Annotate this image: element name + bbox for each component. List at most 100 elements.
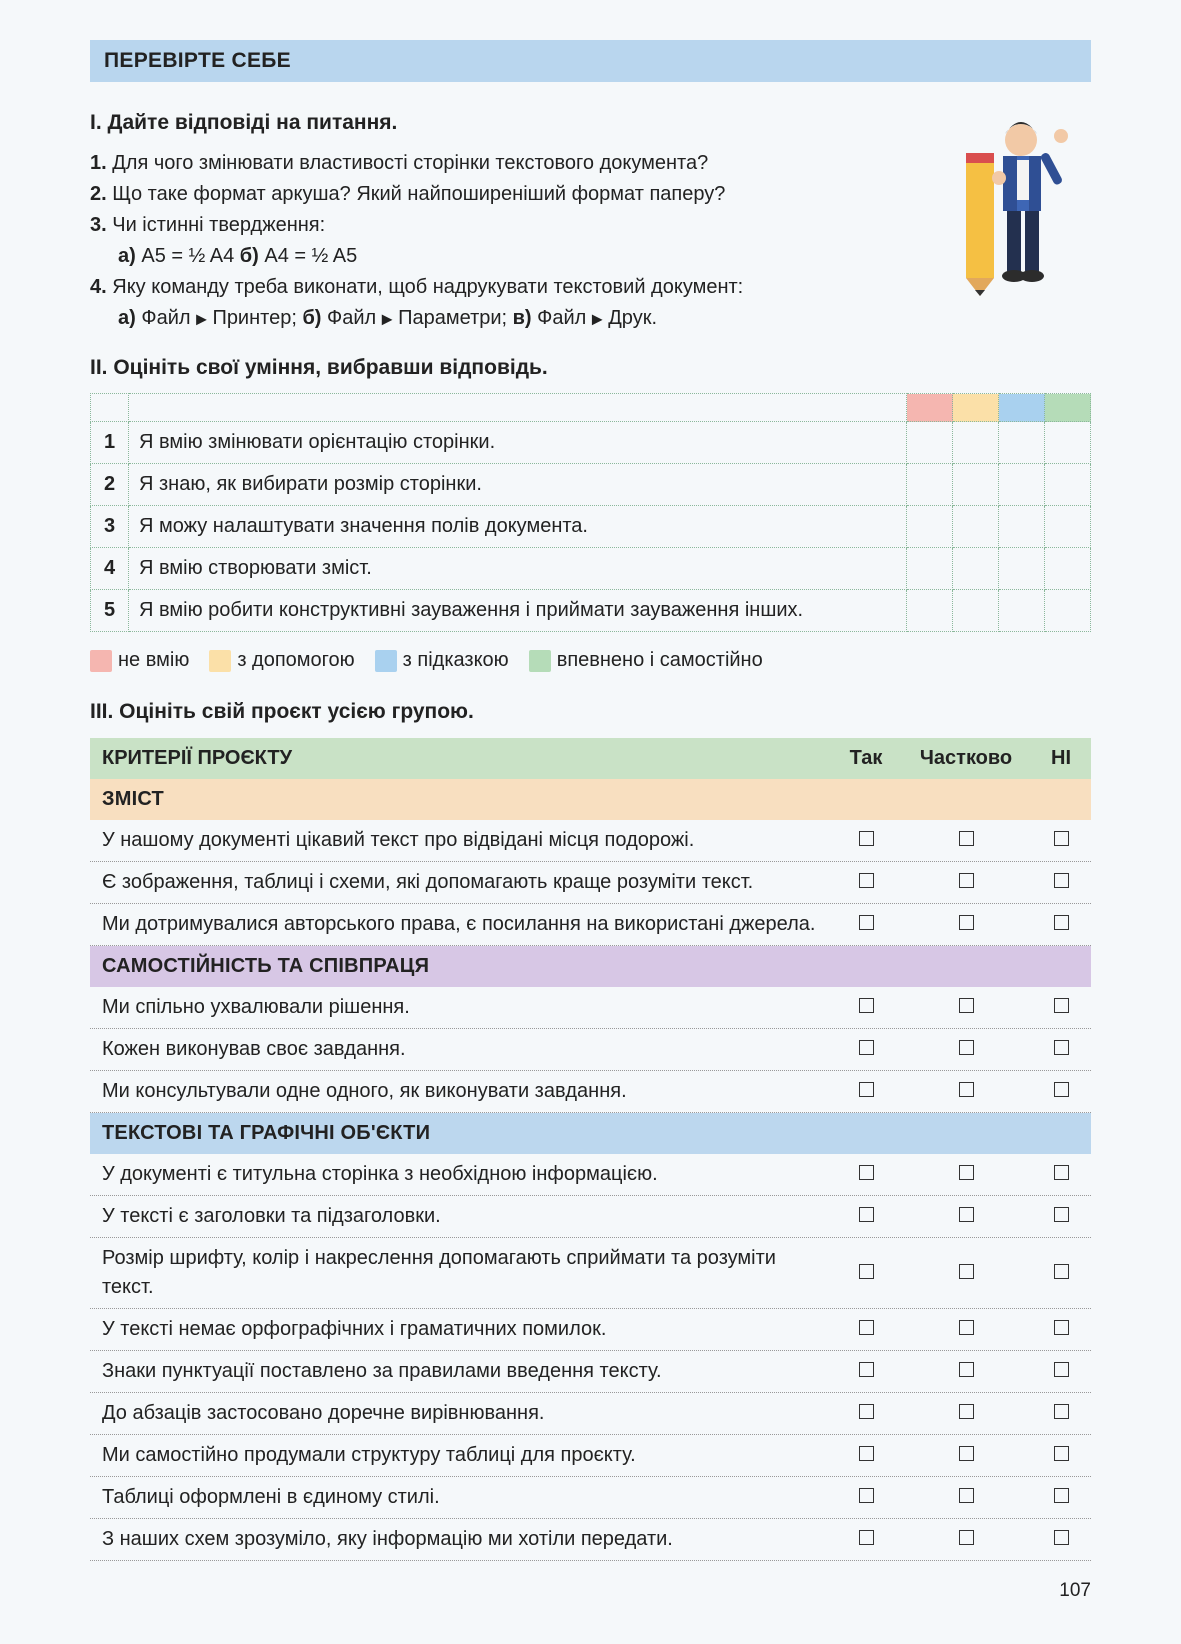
checkbox-partial[interactable] bbox=[959, 1404, 974, 1419]
skill-cell-blue[interactable] bbox=[999, 464, 1045, 506]
col-partial: Частково bbox=[901, 738, 1031, 779]
checkbox-yes[interactable] bbox=[859, 831, 874, 846]
checkbox-yes[interactable] bbox=[859, 1320, 874, 1335]
skills-table: 1Я вмію змінювати орієнтацію сторінки.2Я… bbox=[90, 393, 1091, 632]
checkbox-yes[interactable] bbox=[859, 1082, 874, 1097]
skill-cell-pink[interactable] bbox=[907, 422, 953, 464]
checkbox-partial[interactable] bbox=[959, 998, 974, 1013]
checkbox-yes[interactable] bbox=[859, 1404, 874, 1419]
skill-cell-yellow[interactable] bbox=[953, 422, 999, 464]
skill-cell-green[interactable] bbox=[1045, 422, 1091, 464]
q4b2: Параметри; bbox=[398, 307, 507, 329]
criteria-row: Ми консультували одне одного, як виконув… bbox=[90, 1071, 1091, 1113]
criteria-row: Таблиці оформлені в єдиному стилі. bbox=[90, 1477, 1091, 1519]
criteria-text: У тексті є заголовки та підзаголовки. bbox=[90, 1196, 831, 1237]
checkbox-no[interactable] bbox=[1054, 873, 1069, 888]
skill-text: Я вмію створювати зміст. bbox=[129, 548, 907, 590]
skill-cell-yellow[interactable] bbox=[953, 548, 999, 590]
skill-cell-green[interactable] bbox=[1045, 548, 1091, 590]
checkbox-partial[interactable] bbox=[959, 1264, 974, 1279]
checkbox-partial[interactable] bbox=[959, 831, 974, 846]
skill-cell-pink[interactable] bbox=[907, 506, 953, 548]
checkbox-partial[interactable] bbox=[959, 1320, 974, 1335]
legend-chip-pink bbox=[90, 650, 112, 672]
skill-cell-green[interactable] bbox=[1045, 464, 1091, 506]
skill-num: 2 bbox=[91, 464, 129, 506]
checkbox-yes[interactable] bbox=[859, 998, 874, 1013]
skill-cell-yellow[interactable] bbox=[953, 506, 999, 548]
checkbox-partial[interactable] bbox=[959, 915, 974, 930]
checkbox-no[interactable] bbox=[1054, 1320, 1069, 1335]
q4b1: Файл bbox=[327, 307, 376, 329]
checkbox-yes[interactable] bbox=[859, 1530, 874, 1545]
skill-cell-green[interactable] bbox=[1045, 506, 1091, 548]
skill-cell-green[interactable] bbox=[1045, 590, 1091, 632]
skills-col-green bbox=[1045, 394, 1091, 422]
checkbox-yes[interactable] bbox=[859, 1362, 874, 1377]
skill-cell-yellow[interactable] bbox=[953, 590, 999, 632]
q3b-text: A4 = ½ A5 bbox=[264, 245, 357, 267]
checkbox-yes[interactable] bbox=[859, 1488, 874, 1503]
question-1: 1. Для чого змінювати властивості сторін… bbox=[90, 149, 891, 178]
checkbox-partial[interactable] bbox=[959, 1488, 974, 1503]
skill-cell-blue[interactable] bbox=[999, 548, 1045, 590]
checkbox-no[interactable] bbox=[1054, 1362, 1069, 1377]
skills-col-blue bbox=[999, 394, 1045, 422]
skill-cell-yellow[interactable] bbox=[953, 464, 999, 506]
checkbox-no[interactable] bbox=[1054, 1082, 1069, 1097]
q4a-label: а) bbox=[118, 307, 136, 329]
skill-cell-pink[interactable] bbox=[907, 590, 953, 632]
checkbox-yes[interactable] bbox=[859, 873, 874, 888]
skill-cell-pink[interactable] bbox=[907, 464, 953, 506]
checkbox-yes[interactable] bbox=[859, 915, 874, 930]
checkbox-no[interactable] bbox=[1054, 1530, 1069, 1545]
checkbox-no[interactable] bbox=[1054, 1404, 1069, 1419]
q2-num: 2. bbox=[90, 183, 107, 205]
checkbox-partial[interactable] bbox=[959, 1446, 974, 1461]
checkbox-partial[interactable] bbox=[959, 1082, 974, 1097]
checkbox-no[interactable] bbox=[1054, 915, 1069, 930]
checkbox-partial[interactable] bbox=[959, 1362, 974, 1377]
question-4: 4. Яку команду треба виконати, щоб надру… bbox=[90, 273, 891, 302]
criteria-row: У документі є титульна сторінка з необхі… bbox=[90, 1154, 1091, 1196]
criteria-row: З наших схем зрозуміло, яку інформацію м… bbox=[90, 1519, 1091, 1561]
criteria-subheader: ТЕКСТОВІ ТА ГРАФІЧНІ ОБ'ЄКТИ bbox=[90, 1113, 1091, 1154]
q4-text: Яку команду треба виконати, щоб надрукув… bbox=[112, 276, 743, 298]
checkbox-partial[interactable] bbox=[959, 873, 974, 888]
page-number: 107 bbox=[90, 1577, 1091, 1605]
skill-cell-pink[interactable] bbox=[907, 548, 953, 590]
col-yes: Так bbox=[831, 738, 901, 779]
criteria-text: Знаки пунктуації поставлено за правилами… bbox=[90, 1351, 831, 1392]
checkbox-yes[interactable] bbox=[859, 1264, 874, 1279]
skill-text: Я вмію робити конструктивні зауваження і… bbox=[129, 590, 907, 632]
criteria-row: Ми дотримувалися авторського права, є по… bbox=[90, 904, 1091, 946]
skill-cell-blue[interactable] bbox=[999, 590, 1045, 632]
criteria-text: Є зображення, таблиці і схеми, які допом… bbox=[90, 862, 831, 903]
skills-header-blank bbox=[91, 394, 129, 422]
checkbox-no[interactable] bbox=[1054, 1165, 1069, 1180]
skill-cell-blue[interactable] bbox=[999, 422, 1045, 464]
q4c2: Друк. bbox=[608, 307, 657, 329]
skill-cell-blue[interactable] bbox=[999, 506, 1045, 548]
criteria-row: Ми спільно ухвалювали рішення. bbox=[90, 987, 1091, 1029]
checkbox-yes[interactable] bbox=[859, 1040, 874, 1055]
checkbox-no[interactable] bbox=[1054, 831, 1069, 846]
checkbox-no[interactable] bbox=[1054, 998, 1069, 1013]
question-4-sub: а) Файл ▶ Принтер; б) Файл ▶ Параметри; … bbox=[118, 304, 891, 333]
checkbox-no[interactable] bbox=[1054, 1488, 1069, 1503]
checkbox-yes[interactable] bbox=[859, 1165, 874, 1180]
checkbox-no[interactable] bbox=[1054, 1207, 1069, 1222]
checkbox-yes[interactable] bbox=[859, 1207, 874, 1222]
checkbox-partial[interactable] bbox=[959, 1207, 974, 1222]
checkbox-no[interactable] bbox=[1054, 1040, 1069, 1055]
checkbox-partial[interactable] bbox=[959, 1165, 974, 1180]
skill-text: Я вмію змінювати орієнтацію сторінки. bbox=[129, 422, 907, 464]
skills-col-yellow bbox=[953, 394, 999, 422]
checkbox-partial[interactable] bbox=[959, 1530, 974, 1545]
checkbox-partial[interactable] bbox=[959, 1040, 974, 1055]
checkbox-yes[interactable] bbox=[859, 1446, 874, 1461]
checkbox-no[interactable] bbox=[1054, 1264, 1069, 1279]
q4a1: Файл bbox=[141, 307, 190, 329]
question-3: 3. Чи істинні твердження: bbox=[90, 211, 891, 240]
checkbox-no[interactable] bbox=[1054, 1446, 1069, 1461]
